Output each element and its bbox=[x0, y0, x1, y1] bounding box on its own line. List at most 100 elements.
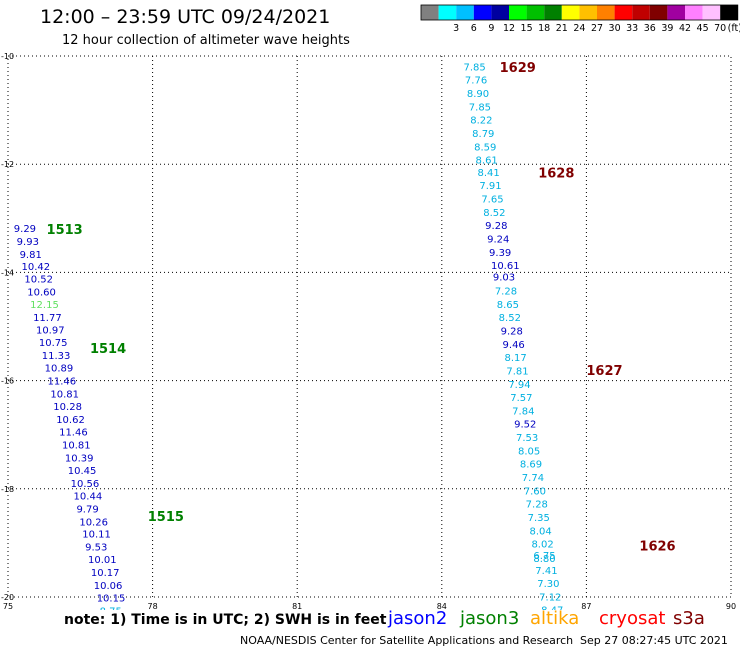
wave-height-point: 8.61 bbox=[476, 155, 498, 166]
y-tick-label: -20 bbox=[1, 593, 14, 602]
wave-height-point: 9.03 bbox=[493, 273, 515, 284]
wave-height-point: 7.30 bbox=[537, 579, 559, 590]
wave-height-point: 8.79 bbox=[472, 129, 494, 140]
wave-height-point: 10.01 bbox=[88, 555, 117, 566]
legend-label: 3 bbox=[453, 23, 459, 34]
wave-height-point: 7.81 bbox=[506, 366, 528, 377]
legend-swatch bbox=[491, 5, 509, 20]
wave-height-point: 8.22 bbox=[470, 115, 492, 126]
wave-height-point: 10.62 bbox=[56, 415, 85, 426]
x-tick-label: 78 bbox=[148, 602, 158, 610]
legend-label: 27 bbox=[591, 23, 603, 34]
legend-swatch bbox=[702, 5, 721, 20]
y-tick-label: -14 bbox=[1, 268, 14, 277]
wave-height-point: 12.15 bbox=[30, 300, 59, 311]
sat-s3a: s3a bbox=[673, 608, 705, 629]
wave-height-point: 10.26 bbox=[79, 517, 108, 528]
wave-height-point: 10.45 bbox=[68, 466, 97, 477]
track-number-label: 1628 bbox=[538, 166, 574, 181]
wave-height-point: 7.28 bbox=[495, 286, 517, 297]
wave-height-point: 7.94 bbox=[508, 380, 530, 391]
wave-height-point: 10.11 bbox=[82, 530, 111, 541]
wave-height-point: 7.12 bbox=[539, 592, 561, 603]
legend-swatch bbox=[456, 5, 474, 20]
wave-height-point: 10.44 bbox=[74, 491, 103, 502]
legend-label: 12 bbox=[503, 23, 515, 34]
legend-swatch bbox=[473, 5, 492, 20]
wave-height-point: 10.52 bbox=[24, 274, 53, 285]
legend-swatch bbox=[438, 5, 457, 20]
wave-height-point: 8.47 bbox=[541, 605, 563, 610]
wave-height-point: 10.89 bbox=[45, 364, 74, 375]
wave-height-point: 8.04 bbox=[530, 526, 552, 537]
track-number-label: 1515 bbox=[148, 510, 184, 525]
track-number-label: 1514 bbox=[90, 342, 126, 357]
wave-height-point: 7.91 bbox=[479, 181, 501, 192]
wave-height-point: 10.15 bbox=[97, 594, 126, 605]
wave-height-point: 9.52 bbox=[514, 419, 536, 430]
track-number-label: 1513 bbox=[47, 223, 83, 238]
wave-height-point: 10.81 bbox=[62, 440, 91, 451]
wave-height-point: 7.74 bbox=[522, 473, 544, 484]
legend-label: 42 bbox=[679, 23, 691, 34]
chart-subtitle: 12 hour collection of altimeter wave hei… bbox=[62, 33, 350, 48]
legend-unit: (ft) bbox=[728, 23, 740, 34]
legend-swatch bbox=[720, 5, 738, 20]
legend-label: 9 bbox=[488, 23, 494, 34]
wave-height-point: 11.46 bbox=[48, 377, 77, 388]
wave-height-point: 10.61 bbox=[491, 261, 520, 272]
sat-jason2: jason2 bbox=[388, 608, 448, 629]
wave-height-point: 7.35 bbox=[528, 513, 550, 524]
wave-height-point: 10.75 bbox=[39, 338, 68, 349]
legend-label: 33 bbox=[626, 23, 638, 34]
wave-height-point: 8.90 bbox=[467, 89, 489, 100]
y-tick-label: -12 bbox=[1, 160, 14, 169]
wave-height-point: 8.69 bbox=[520, 459, 542, 470]
wave-height-point: 8.80 bbox=[533, 554, 555, 565]
legend-swatch bbox=[597, 5, 615, 20]
x-tick-label: 90 bbox=[726, 602, 736, 610]
wave-height-point: 8.02 bbox=[531, 539, 553, 550]
wave-height-point: 8.05 bbox=[518, 446, 540, 457]
wave-height-point: 9.24 bbox=[487, 234, 509, 245]
legend-label: 15 bbox=[521, 23, 533, 34]
wave-height-point: 10.56 bbox=[71, 479, 100, 490]
wave-height-point: 10.28 bbox=[53, 402, 82, 413]
wave-height-point: 9.28 bbox=[501, 326, 523, 337]
wave-height-point: 7.41 bbox=[535, 566, 557, 577]
y-tick-label: -16 bbox=[1, 377, 14, 386]
legend-swatch bbox=[526, 5, 545, 20]
credit-text: NOAA/NESDIS Center for Satellite Applica… bbox=[240, 634, 574, 647]
wave-height-point: 9.39 bbox=[489, 248, 511, 259]
track-number-label: 1627 bbox=[586, 364, 622, 379]
legend-label: 24 bbox=[573, 23, 585, 34]
y-tick-label: -18 bbox=[1, 485, 14, 494]
wave-height-point: 8.59 bbox=[474, 142, 496, 153]
legend-label: 36 bbox=[644, 23, 656, 34]
legend-swatch bbox=[421, 5, 439, 20]
data-points: 7.85 7.76 8.90 7.85 8.22 8.79 8.59 8.61 8.41 7.91… bbox=[14, 62, 564, 610]
track-number-label: 1629 bbox=[500, 61, 536, 76]
x-tick-label: 81 bbox=[292, 602, 302, 610]
wave-height-point: 8.17 bbox=[504, 353, 526, 364]
legend-swatch bbox=[685, 5, 703, 20]
wave-height-point: 9.28 bbox=[485, 221, 507, 232]
wave-height-point: 7.84 bbox=[512, 406, 534, 417]
track-number-label: 1626 bbox=[639, 540, 675, 555]
wave-height-point: 10.97 bbox=[36, 326, 65, 337]
legend-swatch bbox=[632, 5, 650, 20]
wave-height-point: 10.81 bbox=[50, 390, 79, 401]
wave-height-point: 9.81 bbox=[20, 250, 42, 261]
wave-height-point: 7.65 bbox=[481, 194, 503, 205]
legend-label: 30 bbox=[609, 23, 621, 34]
y-tick-label: -10 bbox=[1, 52, 14, 61]
legend-swatch bbox=[649, 5, 668, 20]
wave-height-point: 8.75 bbox=[100, 607, 122, 610]
wave-height-point: 10.39 bbox=[65, 453, 94, 464]
wave-height-point: 11.33 bbox=[42, 351, 71, 362]
wave-height-point: 7.85 bbox=[463, 62, 485, 73]
legend-label: 70 bbox=[714, 23, 726, 34]
legend-swatch bbox=[509, 5, 527, 20]
sat-jason3: jason3 bbox=[460, 608, 520, 629]
